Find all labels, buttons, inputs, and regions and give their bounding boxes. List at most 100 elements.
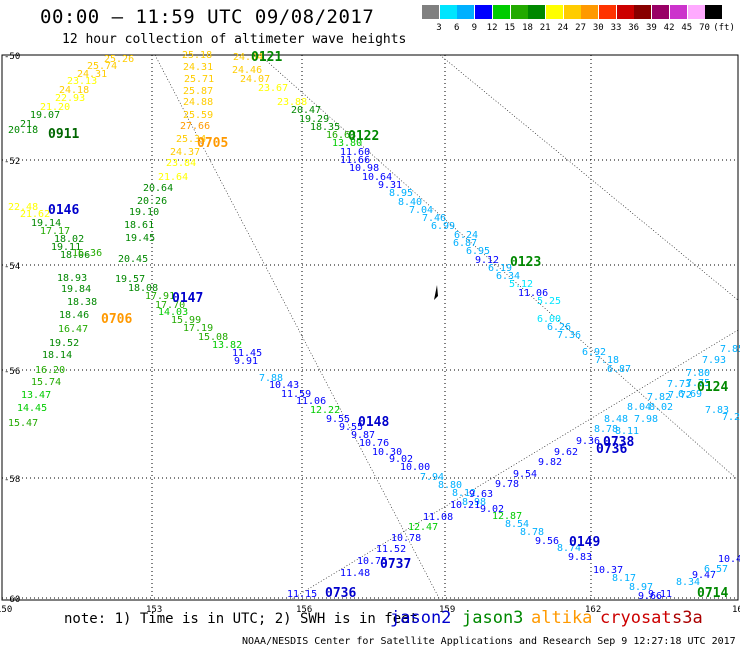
legend-label: 45	[681, 23, 693, 33]
wave-height-value: 21.64	[158, 172, 188, 183]
wave-height-value: 10.78	[391, 533, 421, 544]
island-shape	[434, 285, 438, 300]
wave-height-value: 25.18	[182, 50, 212, 61]
wave-height-value: 7.80	[686, 368, 710, 379]
wave-height-value: 18.61	[124, 220, 154, 231]
wave-height-value: 16.36	[72, 248, 102, 259]
legend-swatch	[457, 5, 475, 19]
lon-label: 150	[0, 605, 12, 615]
wave-height-value: 21.	[20, 119, 38, 130]
pass-time-label: 0705	[197, 136, 228, 151]
legend-swatch	[581, 5, 599, 19]
wave-height-value: 7.24	[722, 412, 740, 423]
wave-height-value: 10.64	[362, 172, 392, 183]
pass-time-label: 0149	[569, 535, 600, 550]
wave-height-value: 19.45	[125, 233, 155, 244]
wave-height-value: 9.02	[389, 454, 413, 465]
lat-label: -52	[4, 157, 20, 167]
wave-height-value: 24.18	[59, 85, 89, 96]
wave-height-value: 24.07	[240, 74, 270, 85]
wave-height-value: 9.12	[475, 255, 499, 266]
wave-height-value: 10.00	[400, 462, 430, 473]
legend-label: 12	[486, 23, 498, 33]
wave-height-value: 6.34	[496, 271, 520, 282]
wave-height-value: 9.78	[495, 479, 519, 490]
wave-height-value: 22.93	[55, 93, 85, 104]
legend-label: 9	[471, 23, 478, 33]
wave-height-value: 7.73	[667, 379, 691, 390]
legend-label: 6	[453, 23, 460, 33]
satellite-jason3: jason3	[462, 608, 524, 628]
wave-height-value: 9.11	[648, 589, 672, 600]
lat-label: -50	[4, 52, 20, 62]
wave-height-value: 11.48	[340, 568, 370, 579]
pass-time-label: 0714	[697, 586, 728, 601]
legend-swatch	[475, 5, 493, 19]
wave-height-value: 11.66	[340, 155, 370, 166]
wave-height-value: 11.15	[287, 589, 317, 600]
legend-label: (ft)	[713, 23, 735, 33]
wave-height-value: 9.62	[554, 447, 578, 458]
wave-height-value: 11.52	[376, 544, 406, 555]
wave-height-value: 9.83	[568, 552, 592, 563]
wave-height-value: 8.98	[462, 497, 486, 508]
wave-height-value: 24.31	[183, 62, 213, 73]
wave-height-value: 12.87	[492, 511, 522, 522]
wave-height-value: 7.04	[409, 205, 433, 216]
pass-time-label: 0738	[603, 435, 634, 450]
wave-height-value: 15.99	[171, 315, 201, 326]
legend-label: 33	[610, 23, 622, 33]
wave-height-value: 20.45	[118, 254, 148, 265]
satellite-altika: altika	[531, 608, 593, 628]
wave-height-value: 11.60	[340, 147, 370, 158]
wave-height-value: 19.84	[61, 284, 91, 295]
wave-height-value: 7.82	[647, 392, 671, 403]
wave-height-value: 18.02	[54, 234, 84, 245]
wave-height-value: 10.76	[359, 438, 389, 449]
wave-height-value: 25.34	[176, 134, 206, 145]
wave-height-value: 8.40	[398, 197, 422, 208]
wave-height-value: 14.45	[17, 403, 47, 414]
legend-swatch	[652, 5, 670, 19]
wave-height-value: 25.71	[184, 74, 214, 85]
wave-height-value: 15.08	[198, 332, 228, 343]
satellite-cryosat: cryosat	[600, 608, 672, 628]
wave-height-value: 18.93	[57, 273, 87, 284]
wave-height-value: 8.97	[629, 582, 653, 593]
wave-height-value: 11.06	[296, 396, 326, 407]
wave-height-value: 23.84	[166, 158, 196, 169]
wave-height-value: 20.26	[137, 196, 167, 207]
wave-height-value: 10.75	[357, 556, 387, 567]
wave-height-value: 19.29	[299, 114, 329, 125]
wave-height-value: 8.04	[627, 402, 651, 413]
chart-title: 00:00 – 11:59 UTC 09/08/2017	[40, 6, 375, 28]
legend-label: 36	[628, 23, 640, 33]
wave-height-value: 19.11	[51, 242, 81, 253]
pass-time-label: 0737	[380, 557, 411, 572]
wave-height-value: 9.63	[469, 489, 493, 500]
wave-height-value: 24.31	[77, 69, 107, 80]
wave-height-value: 7.75	[686, 378, 710, 389]
lon-label: 162	[585, 605, 601, 615]
wave-height-value: 14.03	[158, 307, 188, 318]
legend-swatch	[669, 5, 687, 19]
wave-height-value: 11.06	[518, 288, 548, 299]
wave-height-value: 7.98	[634, 414, 658, 425]
legend-label: 42	[663, 23, 675, 33]
legend-label: 39	[645, 23, 657, 33]
wave-height-value: 17.19	[183, 323, 213, 334]
lon-label: 153	[146, 605, 162, 615]
wave-height-value: 23.13	[67, 76, 97, 87]
lon-label: 159	[439, 605, 455, 615]
wave-height-value: 6.87	[453, 238, 477, 249]
chart-subtitle: 12 hour collection of altimeter wave hei…	[62, 32, 407, 47]
legend-label: 24	[557, 23, 569, 33]
wave-height-value: 6.87	[607, 364, 631, 375]
wave-height-value: 7.85	[720, 344, 740, 355]
wave-height-value: 8.95	[389, 188, 413, 199]
lat-label: -54	[4, 262, 20, 272]
wave-height-value: 24.88	[183, 97, 213, 108]
wave-height-value: 19.14	[31, 218, 61, 229]
wave-height-value: 8.11	[615, 426, 639, 437]
legend-label: 3	[436, 23, 442, 33]
